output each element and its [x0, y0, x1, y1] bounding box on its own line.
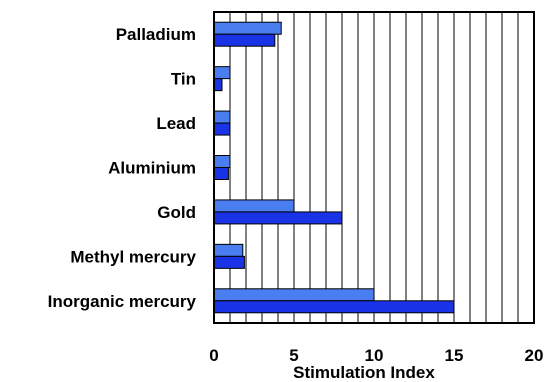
category-label: Aluminium: [108, 159, 196, 178]
bar-inorganic-mercury-s1: [213, 288, 375, 302]
bar-gold-s1: [213, 199, 295, 213]
bar-lead-s1: [213, 110, 231, 124]
bar-methyl-mercury-s1: [213, 243, 244, 257]
bar-palladium-s1: [213, 21, 282, 35]
bar-aluminium-s2: [213, 167, 229, 180]
x-tick-label: 20: [525, 346, 544, 365]
plot-frame: [213, 11, 535, 324]
x-tick-label: 10: [365, 346, 384, 365]
bar-tin-s1: [213, 66, 231, 80]
bar-methyl-mercury-s2: [213, 255, 245, 269]
category-label: Methyl mercury: [70, 247, 196, 266]
x-ticks: 0 5 10 15 20: [209, 346, 543, 365]
category-labels: Palladium Tin Lead Aluminium Gold Methyl merc…: [48, 25, 197, 311]
bar-gold-s2: [213, 211, 343, 225]
category-label: Lead: [156, 114, 196, 133]
category-label: Palladium: [116, 25, 196, 44]
bar-palladium-s2: [213, 33, 276, 47]
bar-tin-s2: [213, 78, 223, 92]
category-label: Gold: [157, 203, 196, 222]
category-label: Tin: [171, 70, 196, 89]
x-tick-label: 5: [289, 346, 298, 365]
category-label: Inorganic mercury: [48, 292, 197, 311]
bar-aluminium-s1: [213, 155, 231, 168]
bars: [213, 21, 455, 314]
x-axis-title: Stimulation Index: [293, 363, 435, 382]
x-tick-label: 15: [445, 346, 464, 365]
gridlines: [229, 12, 519, 323]
x-tick-label: 0: [209, 346, 218, 365]
bar-inorganic-mercury-s2: [213, 300, 455, 314]
bar-lead-s2: [213, 122, 231, 136]
